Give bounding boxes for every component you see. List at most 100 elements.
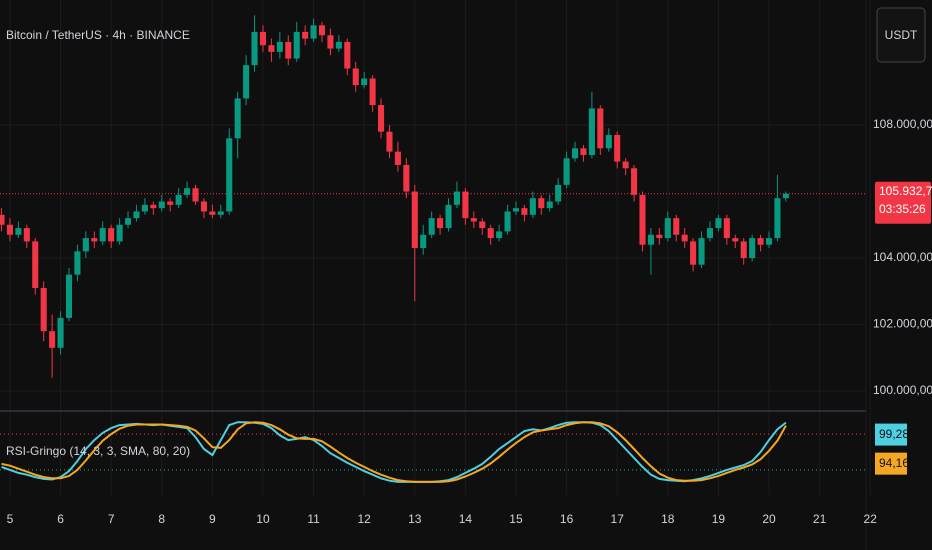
x-tick-label: 16 <box>560 512 574 526</box>
candle-body <box>673 218 680 235</box>
candle-body <box>487 228 494 239</box>
candle-body <box>302 31 309 39</box>
candle-body <box>167 201 174 205</box>
x-tick-label: 17 <box>611 512 625 526</box>
last-price-tag <box>875 181 931 224</box>
candle-body <box>428 218 435 235</box>
candle-body <box>521 208 528 215</box>
indicator-tag <box>875 452 907 475</box>
currency-label: USDT <box>885 28 918 42</box>
candle-body <box>462 191 469 219</box>
candle-body <box>479 221 486 229</box>
candle-body <box>116 224 123 242</box>
candle-body <box>631 168 638 195</box>
candle-body <box>445 204 452 229</box>
candle-body <box>690 241 697 265</box>
candle-body <box>706 228 714 239</box>
candle-body <box>437 218 444 229</box>
candle-body <box>378 105 385 132</box>
candle-body <box>453 191 460 205</box>
candle-body <box>234 98 241 139</box>
candle-body <box>563 158 570 185</box>
candle-body <box>546 201 553 209</box>
x-tick-label: 20 <box>762 512 776 526</box>
candle-body <box>715 218 722 229</box>
candle-body <box>386 131 393 152</box>
chart-title: Bitcoin / TetherUS · 4h · BINANCE <box>6 28 190 42</box>
candle-body <box>538 198 545 209</box>
indicator-tag <box>875 423 907 446</box>
candle-body <box>757 238 764 245</box>
candle-body <box>361 78 368 86</box>
candle-body <box>656 234 663 239</box>
indicator-line <box>1 421 787 483</box>
candle-body <box>765 238 773 245</box>
x-tick-label: 8 <box>158 512 165 526</box>
candle-body <box>82 238 89 252</box>
candle-body <box>639 194 646 245</box>
candle-body <box>150 204 157 209</box>
candle-body <box>403 164 410 192</box>
candle-body <box>369 78 376 106</box>
candle-body <box>614 135 621 162</box>
y-tick-label: 102.000,00 <box>873 317 932 331</box>
candle-body <box>259 31 267 46</box>
candle-body <box>310 25 317 39</box>
candle-body <box>571 148 579 159</box>
x-tick-label: 22 <box>864 512 878 526</box>
candle-body <box>15 228 22 235</box>
candle-body <box>141 204 148 212</box>
candle-body <box>664 218 671 239</box>
candle-body <box>344 41 351 69</box>
candle-body <box>293 31 300 59</box>
candle-body <box>40 287 47 332</box>
candle-body <box>192 188 199 202</box>
candle-body <box>251 31 258 66</box>
candle-body <box>57 317 64 348</box>
candle-body <box>622 161 629 169</box>
candle-body <box>782 193 789 199</box>
x-tick-label: 6 <box>57 512 64 526</box>
currency-button[interactable] <box>876 7 926 63</box>
candle-body <box>723 218 730 239</box>
candle-body <box>175 194 182 205</box>
x-tick-label: 12 <box>357 512 371 526</box>
candle-body <box>49 331 56 348</box>
candle-body <box>124 218 132 225</box>
candle-body <box>698 238 705 265</box>
x-tick-label: 15 <box>509 512 523 526</box>
x-tick-label: 10 <box>256 512 270 526</box>
candle-body <box>335 41 342 49</box>
candle-body <box>217 211 224 215</box>
candle-body <box>276 41 283 52</box>
indicator-value-label: 99,28 <box>879 427 909 441</box>
x-tick-label: 11 <box>307 512 320 526</box>
candle-body <box>740 241 747 259</box>
candle-body <box>91 238 98 242</box>
candle-body <box>158 201 165 209</box>
x-tick-label: 7 <box>108 512 115 526</box>
x-tick-label: 21 <box>813 512 827 526</box>
candle-body <box>681 234 688 242</box>
candle-body <box>512 208 520 212</box>
candle-body <box>108 228 115 242</box>
candle-body <box>243 65 250 99</box>
indicator-value-label: 94,16 <box>879 456 909 470</box>
candle-body <box>580 148 587 155</box>
candle-body <box>749 238 756 259</box>
candle-body <box>99 228 106 242</box>
candle-body <box>774 198 781 239</box>
countdown-label: 03:35:26 <box>879 202 926 216</box>
candle-body <box>6 224 13 235</box>
x-tick-label: 5 <box>7 512 14 526</box>
candle-body <box>65 274 73 318</box>
candle-body <box>327 35 334 49</box>
candle-body <box>597 108 604 149</box>
candle-body <box>184 188 191 195</box>
x-tick-label: 13 <box>408 512 422 526</box>
candle-body <box>200 201 207 212</box>
candle-body <box>23 228 30 242</box>
y-tick-label: 100.000,00 <box>873 383 932 397</box>
